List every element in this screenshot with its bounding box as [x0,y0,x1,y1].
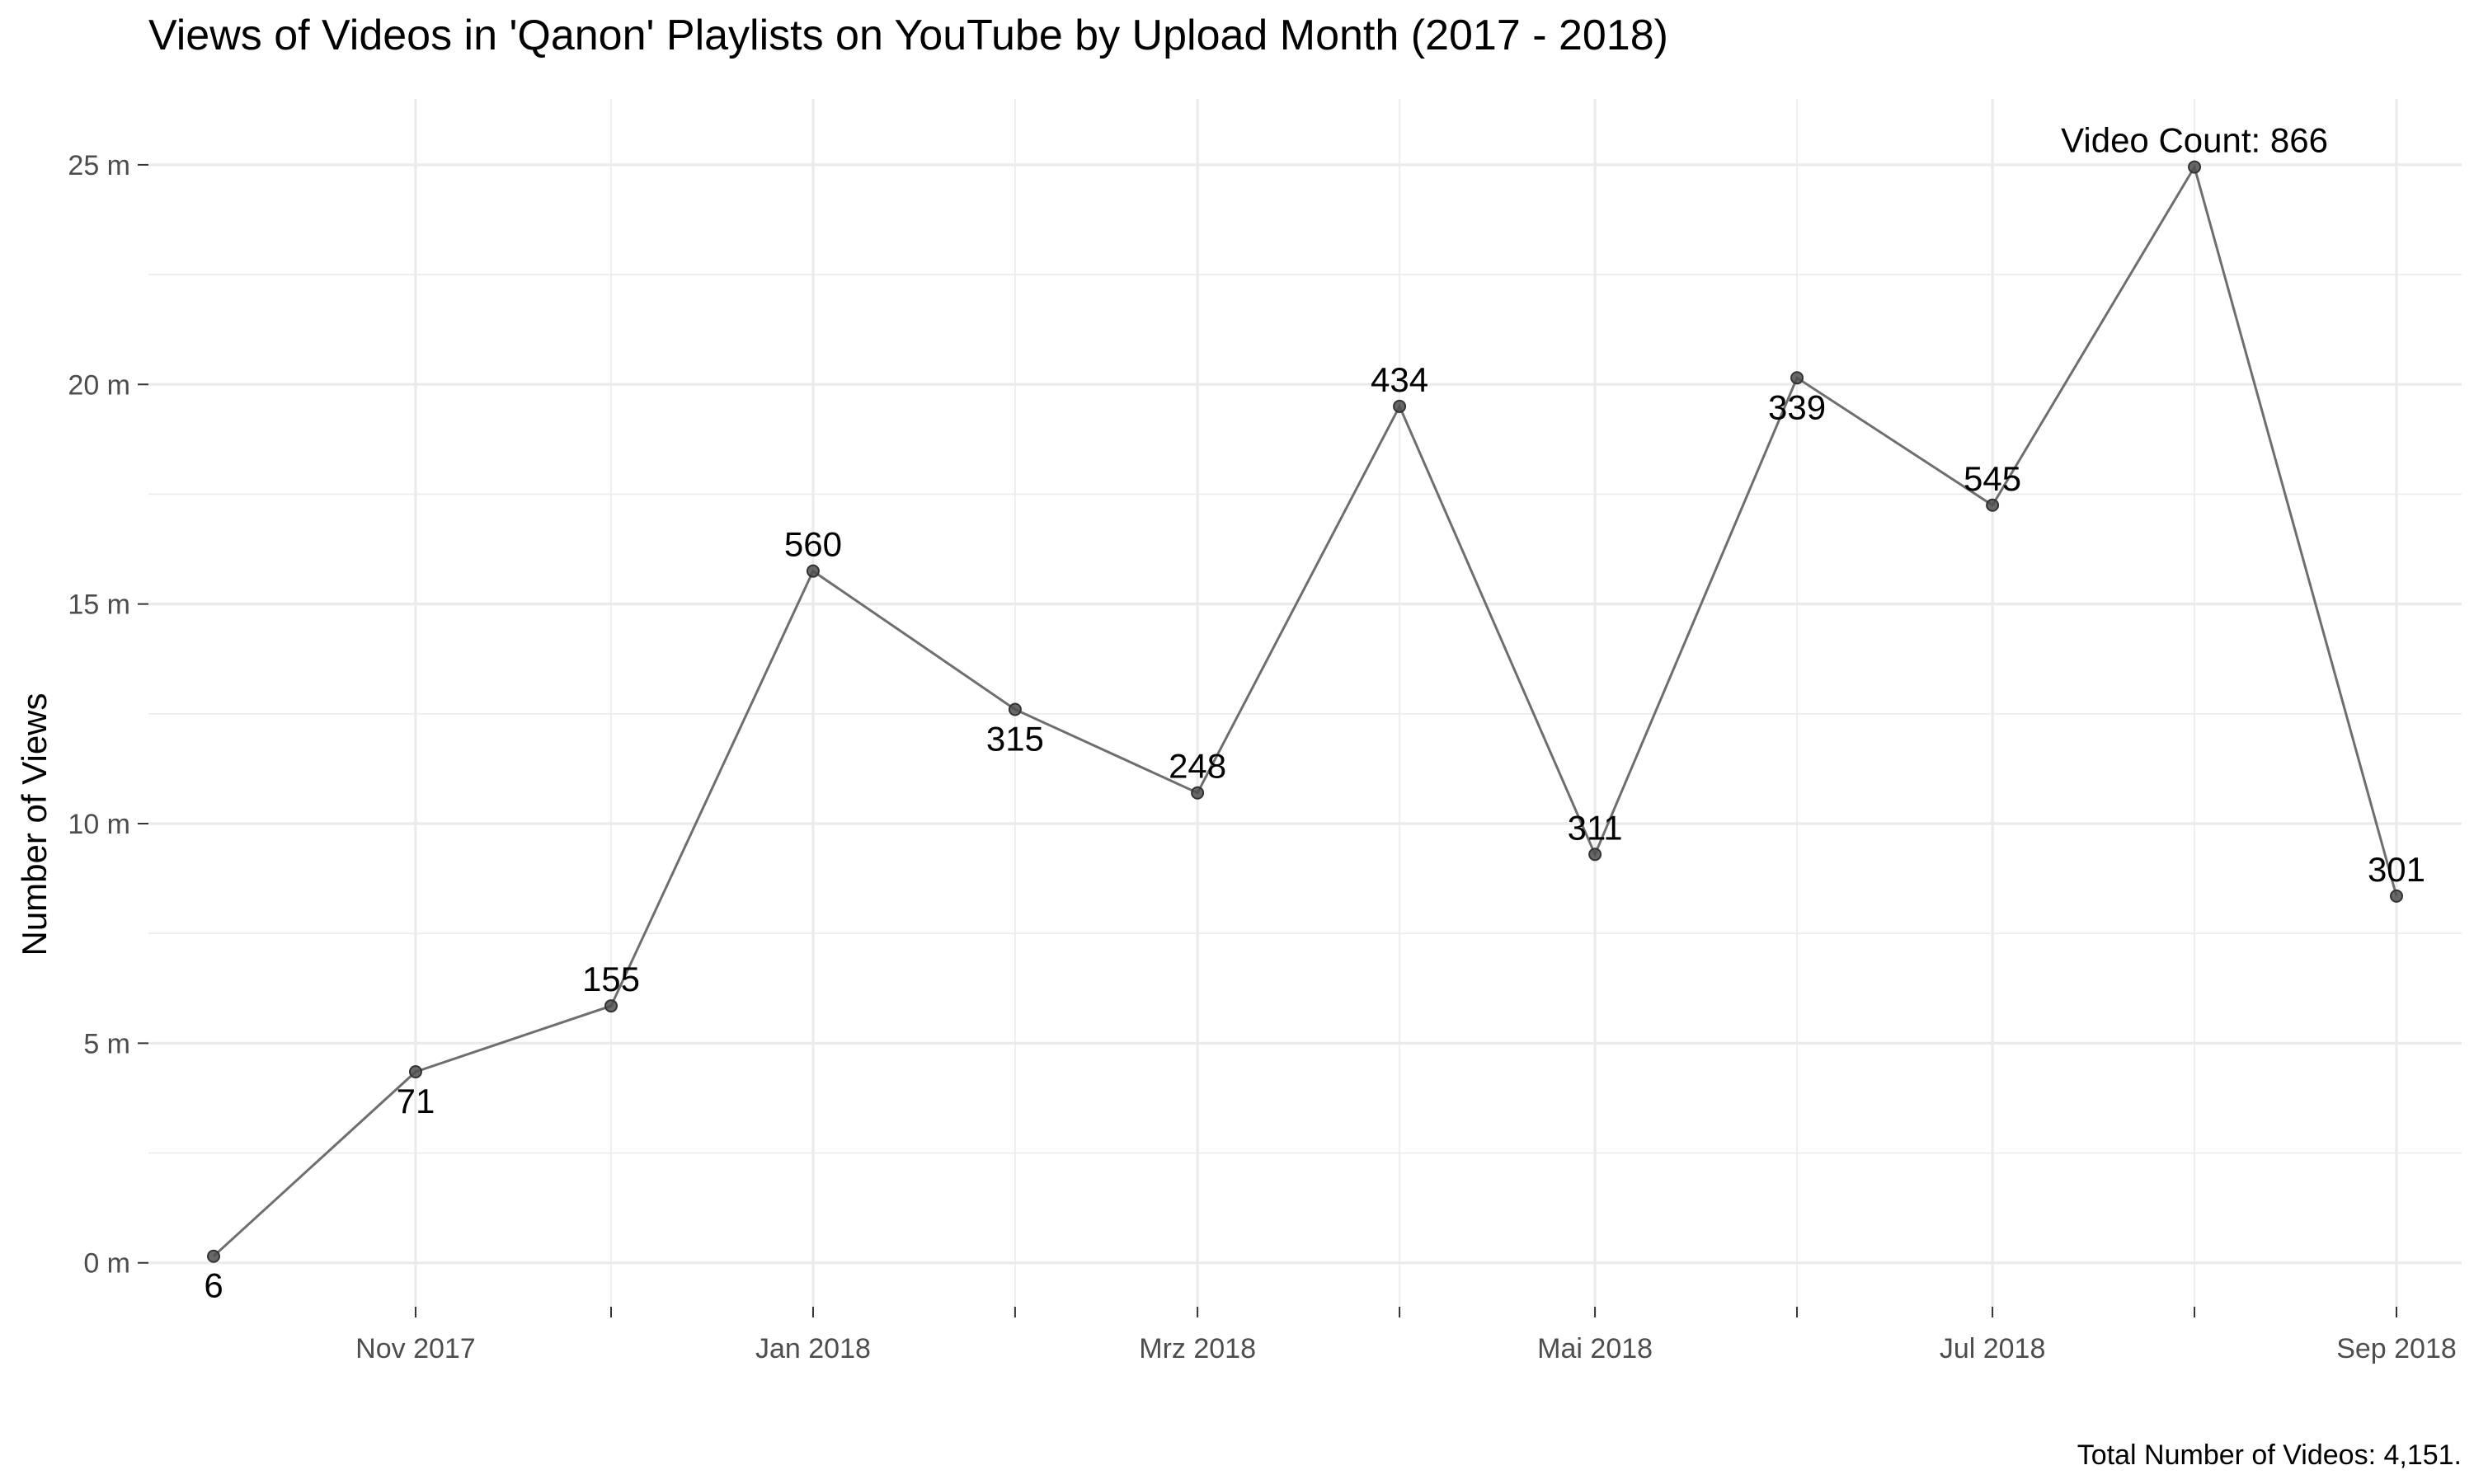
data-point [806,564,820,578]
y-tick-label: 10 m [68,809,130,840]
x-tick-label: Mrz 2018 [1139,1333,1256,1364]
data-point [1588,848,1602,862]
data-point [207,1249,221,1263]
data-label: 155 [582,960,640,998]
data-point [2389,889,2403,903]
data-label: 560 [784,525,842,564]
grid [148,99,2462,1307]
data-series [207,160,2403,1263]
data-point [408,1064,422,1078]
data-labels: 6 71 155 560 315 248 434 311 339 545 Video Count: … [204,121,2425,1305]
x-tick-label: Jan 2018 [755,1333,871,1364]
data-label: 434 [1371,360,1428,399]
x-tick-label: Mai 2018 [1537,1333,1653,1364]
data-point [1191,786,1205,800]
data-label: 315 [986,719,1044,758]
x-tick-label: Sep 2018 [2336,1333,2457,1364]
data-point [604,999,618,1013]
series-line [212,163,2398,1257]
y-axis-label: Number of Views [15,693,54,956]
y-tick-label: 20 m [68,369,130,401]
data-point [1393,399,1407,413]
chart-caption: Total Number of Videos: 4,151. [2077,1439,2462,1471]
data-label: 248 [1169,747,1226,786]
data-point [2188,160,2202,174]
y-tick-label: 25 m [68,150,130,181]
data-label: 301 [2368,850,2425,889]
x-tick-label: Jul 2018 [1940,1333,2046,1364]
axis-ticks: 0 m 5 m 10 m 15 m 20 m 25 m Nov 2017 Jan 2018 Mr… [68,150,2456,1364]
data-point [1986,498,2000,512]
x-tick-label: Nov 2017 [355,1333,476,1364]
y-tick-label: 15 m [68,589,130,621]
data-label: 71 [397,1082,435,1120]
data-label: Video Count: 866 [2061,121,2328,160]
data-label: 6 [204,1266,223,1305]
data-point [1008,702,1022,716]
chart-title: Views of Videos in 'Qanon' Playlists on … [148,12,1668,59]
data-label: 339 [1768,387,1826,426]
y-tick-label: 0 m [83,1248,130,1280]
y-tick-label: 5 m [83,1028,130,1059]
data-label: 545 [1964,459,2021,498]
data-point [1790,371,1804,385]
data-label: 311 [1568,808,1623,847]
